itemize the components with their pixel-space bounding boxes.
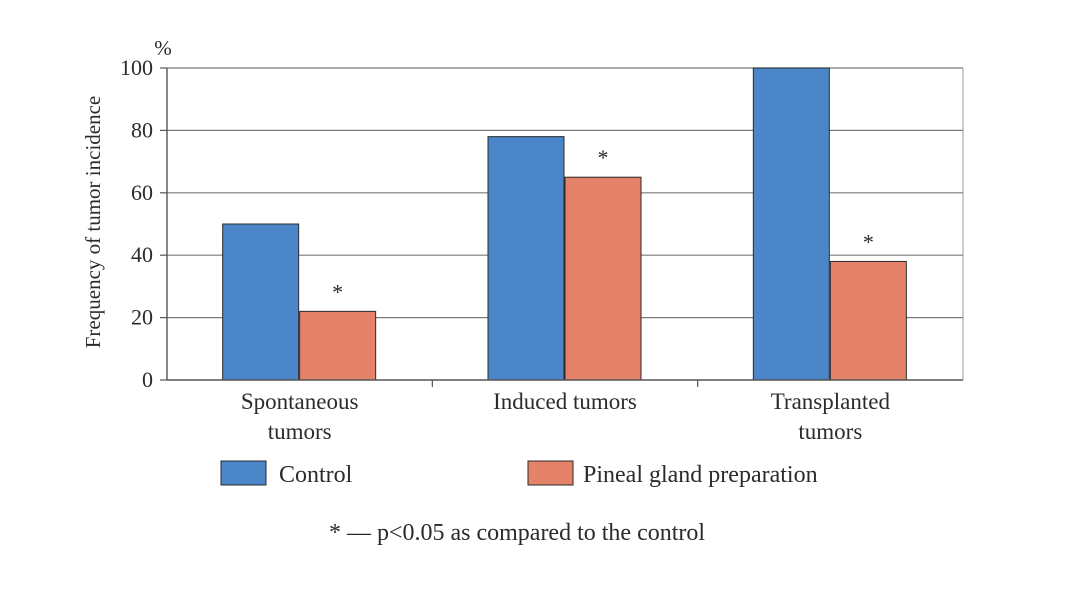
bar-control-2 bbox=[752, 67, 830, 381]
x-tick-label: Induced tumors bbox=[493, 389, 637, 414]
significance-marker: * bbox=[332, 279, 343, 304]
bar-pineal-0 bbox=[299, 310, 377, 381]
y-tick-label: 40 bbox=[131, 242, 153, 267]
y-tick-label: 0 bbox=[142, 367, 153, 392]
y-axis-unit: % bbox=[154, 36, 172, 60]
bar-control-1 bbox=[487, 136, 565, 381]
legend-label: Pineal gland preparation bbox=[583, 462, 818, 488]
bar-pineal-2 bbox=[829, 260, 907, 381]
bar-pineal-1 bbox=[564, 176, 642, 381]
legend-swatch-pineal bbox=[527, 460, 574, 486]
y-tick-label: 60 bbox=[131, 180, 153, 205]
footnote: * — p<0.05 as compared to the control bbox=[329, 520, 705, 546]
x-tick-label: Transplanted bbox=[771, 389, 891, 414]
significance-marker: * bbox=[863, 229, 874, 254]
y-tick-label: 20 bbox=[131, 305, 153, 330]
significance-marker: * bbox=[598, 145, 609, 170]
bars: * * * bbox=[222, 67, 907, 381]
x-tick-label: Spontaneous bbox=[241, 389, 359, 414]
axes: 0 20 40 60 80 100 Spontaneous tumors Induced tum… bbox=[120, 55, 964, 444]
y-axis-title: Frequency of tumor incidence bbox=[81, 96, 105, 349]
x-tick-label: tumors bbox=[268, 419, 332, 444]
y-tick-label: 100 bbox=[120, 55, 153, 80]
legend-label: Control bbox=[279, 462, 353, 488]
legend-swatch-control bbox=[220, 460, 267, 486]
y-tick-label: 80 bbox=[131, 117, 153, 142]
legend: Control Pineal gland preparation bbox=[220, 460, 818, 488]
bar-control-0 bbox=[222, 223, 300, 381]
x-tick-label: tumors bbox=[798, 419, 862, 444]
